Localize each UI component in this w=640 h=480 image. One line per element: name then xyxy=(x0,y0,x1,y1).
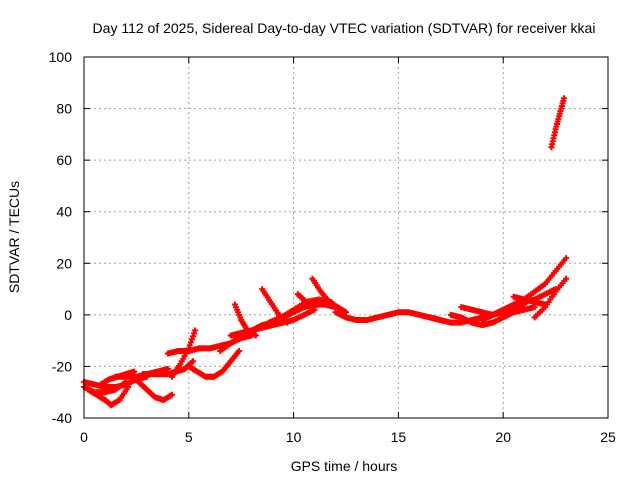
data-point xyxy=(186,342,193,349)
data-series xyxy=(447,304,538,329)
data-point xyxy=(542,301,549,308)
data-point xyxy=(164,366,171,373)
data-point xyxy=(125,384,132,391)
data-series xyxy=(85,384,132,409)
data-point xyxy=(188,336,195,343)
data-series xyxy=(531,275,570,321)
data-point xyxy=(560,95,567,102)
data-point xyxy=(252,332,259,339)
data-point xyxy=(189,358,196,365)
y-tick-label: 0 xyxy=(64,307,72,323)
data-point xyxy=(563,275,570,282)
data-point xyxy=(189,333,196,340)
data-point xyxy=(192,327,199,334)
plot-frame xyxy=(83,56,609,419)
x-tick-label: 0 xyxy=(80,429,88,445)
data-series xyxy=(217,306,318,354)
y-tick-label: 100 xyxy=(49,49,73,65)
data-series xyxy=(510,293,549,308)
y-tick-label: -40 xyxy=(52,410,72,426)
data-point xyxy=(122,378,129,385)
y-tick-label: 80 xyxy=(56,101,72,117)
axis-ticks: 0 5 10 15 20 25 -40 -20 0 20 40 60 80 100 xyxy=(49,49,616,445)
chart-title: Day 112 of 2025, Sidereal Day-to-day VTE… xyxy=(93,20,596,36)
data-point xyxy=(284,319,291,326)
data-series xyxy=(231,301,259,339)
x-tick-label: 15 xyxy=(391,429,407,445)
data-series xyxy=(548,95,567,151)
data-series xyxy=(332,309,444,324)
data-point xyxy=(343,309,349,316)
data-series xyxy=(127,371,176,403)
data-point xyxy=(187,339,194,346)
data-series xyxy=(294,291,318,311)
x-tick-label: 20 xyxy=(495,429,511,445)
data-point xyxy=(131,368,138,375)
y-tick-label: 60 xyxy=(56,152,72,168)
x-tick-label: 5 xyxy=(185,429,193,445)
y-tick-label: -20 xyxy=(52,358,72,374)
data-point xyxy=(169,391,176,398)
x-axis-label: GPS time / hours xyxy=(291,458,398,474)
data-point xyxy=(531,304,538,311)
data-series xyxy=(479,255,570,324)
data-point xyxy=(191,330,198,337)
plot-marks xyxy=(81,95,570,409)
grid-lines xyxy=(84,57,608,418)
data-point xyxy=(311,304,318,311)
y-tick-label: 40 xyxy=(56,204,72,220)
x-tick-label: 10 xyxy=(286,429,302,445)
data-point xyxy=(236,347,243,354)
data-series xyxy=(185,347,243,380)
x-tick-label: 25 xyxy=(600,429,616,445)
y-axis-label: SDTVAR / TECUs xyxy=(6,181,22,293)
data-point xyxy=(563,255,570,262)
data-series xyxy=(309,275,349,316)
data-series xyxy=(164,332,255,357)
data-series xyxy=(169,327,199,380)
y-tick-label: 20 xyxy=(56,255,72,271)
